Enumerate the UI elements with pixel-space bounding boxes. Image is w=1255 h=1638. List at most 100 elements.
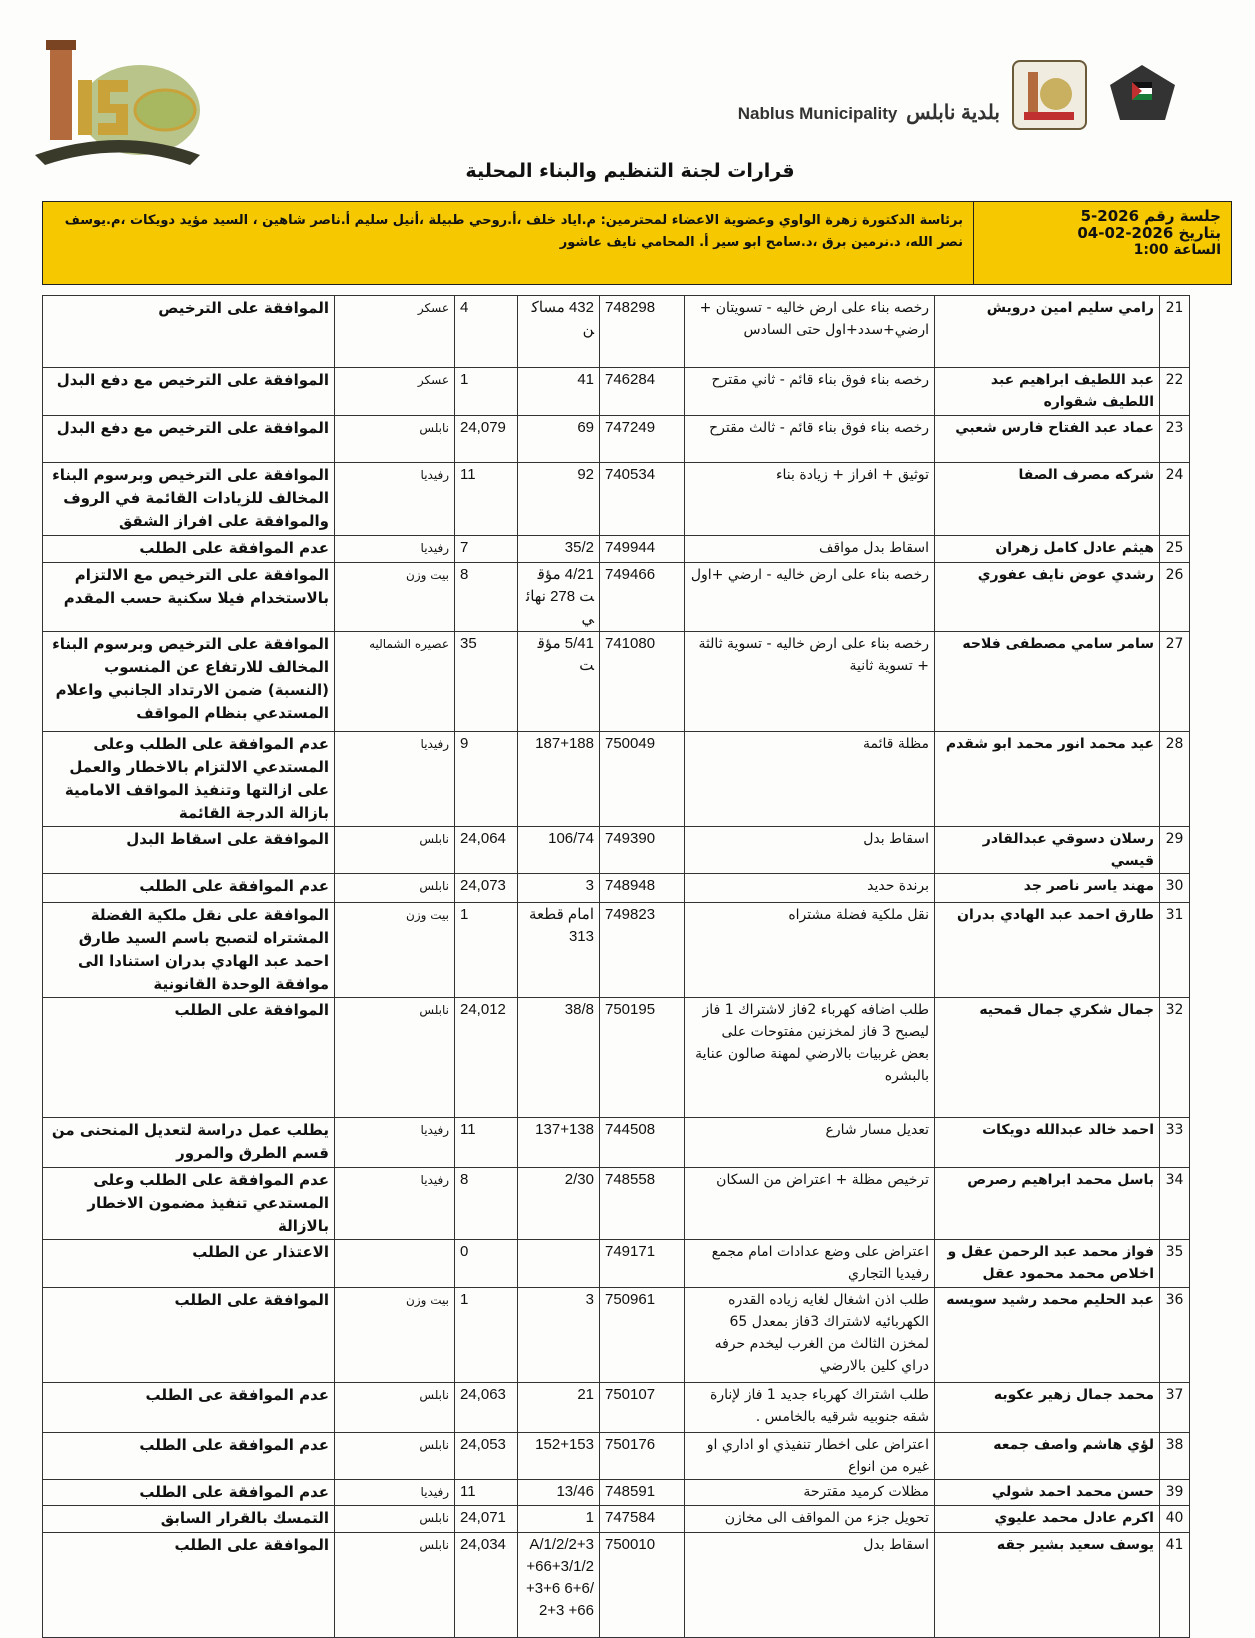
applicant-name: رشدي عوض نايف عفوري bbox=[934, 562, 1160, 632]
row-number: 40 bbox=[1159, 1505, 1190, 1533]
table-row: 25 هيثم عادل كامل زهران اسقاط بدل مواقف 749… bbox=[42, 535, 1190, 563]
committee-members: برئاسة الدكتورة زهرة الواوي وعضوية الاعض… bbox=[64, 213, 963, 250]
area-name: بيت وزن bbox=[334, 1287, 455, 1383]
plot-number: 13/46 bbox=[517, 1479, 600, 1506]
file-number: 748558 bbox=[599, 1167, 685, 1240]
decision: الموافقة على الترخيص مع الالتزام بالاستخ… bbox=[42, 562, 335, 632]
brand-name-ar: بلدية نابلس bbox=[906, 102, 1000, 124]
plot-number: 2/30 bbox=[517, 1167, 600, 1240]
plot-number: 35/2 bbox=[517, 535, 600, 563]
request-description: مظلة قائمة bbox=[684, 731, 935, 827]
request-description: رخصه بناء على ارض خاليه - تسويتان + ارضي… bbox=[684, 295, 935, 368]
table-row: 24 شركه مصرف الصفا توثيق + افراز + زيادة ب… bbox=[42, 462, 1190, 536]
decisions-table: 21 رامي سليم امين درويش رخصه بناء على ارض … bbox=[42, 295, 1190, 1638]
file-number: 750107 bbox=[599, 1382, 685, 1433]
plot-number bbox=[517, 1239, 600, 1288]
area-name: بيت وزن bbox=[334, 562, 455, 632]
area-name: نابلس bbox=[334, 997, 455, 1118]
applicant-name: طارق احمد عبد الهادي بدران bbox=[934, 902, 1160, 998]
decision: الموافقة على الترخيص وبرسوم البناء المخا… bbox=[42, 462, 335, 536]
file-number: 740534 bbox=[599, 462, 685, 536]
decision: التمسك بالقرار السابق bbox=[42, 1505, 335, 1533]
table-row: 23 عماد عبد الفتاح فارس شعبي رخصه بناء فوق… bbox=[42, 415, 1190, 463]
row-number: 25 bbox=[1159, 535, 1190, 563]
brand-name: Nablus Municipality بلدية نابلس bbox=[738, 100, 1000, 125]
file-number: 748591 bbox=[599, 1479, 685, 1506]
decision: الموافقة على الطلب bbox=[42, 1287, 335, 1383]
request-description: ترخيص مظلة + اعتراض من السكان bbox=[684, 1167, 935, 1240]
request-description: طلب اذن اشغال لغايه زياده القدره الكهربا… bbox=[684, 1287, 935, 1383]
area-name: نابلس bbox=[334, 873, 455, 903]
area-name: بيت وزن bbox=[334, 902, 455, 998]
table-row: 35 فواز محمد عبد الرحمن عقل و اخلاص محمد … bbox=[42, 1239, 1190, 1288]
row-number: 26 bbox=[1159, 562, 1190, 632]
request-description: اسقاط بدل bbox=[684, 826, 935, 874]
session-date: بتاريخ 2026-02-04 bbox=[1077, 224, 1221, 242]
table-row: 27 سامر سامي مصطفى فلاحه رخصه بناء على ارض… bbox=[42, 631, 1190, 732]
basin-number: 8 bbox=[454, 1167, 518, 1240]
decision: الموافقة على الترخيص وبرسوم البناء المخا… bbox=[42, 631, 335, 732]
basin-number: 1 bbox=[454, 902, 518, 998]
decision: عدم الموافقة على الطلب وعلى المستدعي الا… bbox=[42, 731, 335, 827]
palestine-emblem bbox=[1105, 60, 1180, 130]
plot-number: 5/41 مؤقت bbox=[517, 631, 600, 732]
applicant-name: عبد اللطيف ابراهيم عبد اللطيف شقواره bbox=[934, 367, 1160, 416]
row-number: 32 bbox=[1159, 997, 1190, 1118]
decision: الموافقة على الترخيص مع دفع البدل bbox=[42, 415, 335, 463]
table-row: 21 رامي سليم امين درويش رخصه بناء على ارض … bbox=[42, 295, 1190, 368]
basin-number: 11 bbox=[454, 1117, 518, 1168]
file-number: 750195 bbox=[599, 997, 685, 1118]
applicant-name: جمال شكري جمال قمحيه bbox=[934, 997, 1160, 1118]
applicant-name: عيد محمد انور محمد ابو شقدم bbox=[934, 731, 1160, 827]
table-row: 34 باسل محمد ابراهيم رصرص ترخيص مظلة + اعت… bbox=[42, 1167, 1190, 1240]
table-row: 41 يوسف سعيد بشير جقه اسقاط بدل 750010 A/1/2… bbox=[42, 1532, 1190, 1638]
file-number: 741080 bbox=[599, 631, 685, 732]
row-number: 29 bbox=[1159, 826, 1190, 874]
basin-number: 24,012 bbox=[454, 997, 518, 1118]
request-description: رخصه بناء فوق بناء قائم - ثالث مقترح bbox=[684, 415, 935, 463]
basin-number: 7 bbox=[454, 535, 518, 563]
file-number: 750049 bbox=[599, 731, 685, 827]
file-number: 744508 bbox=[599, 1117, 685, 1168]
row-number: 41 bbox=[1159, 1532, 1190, 1638]
plot-number: 152+153 bbox=[517, 1432, 600, 1480]
basin-number: 1 bbox=[454, 1287, 518, 1383]
row-number: 21 bbox=[1159, 295, 1190, 368]
decision: الموافقة على الطلب bbox=[42, 1532, 335, 1638]
session-time: الساعة 1:00 bbox=[1133, 242, 1221, 258]
file-number: 749823 bbox=[599, 902, 685, 998]
table-row: 32 جمال شكري جمال قمحيه طلب اضافه كهرباء 2… bbox=[42, 997, 1190, 1118]
table-row: 40 اكرم عادل محمد عليوي تحويل جزء من الموا… bbox=[42, 1505, 1190, 1533]
plot-number: 3 bbox=[517, 1287, 600, 1383]
row-number: 31 bbox=[1159, 902, 1190, 998]
area-name: نابلس bbox=[334, 1382, 455, 1433]
area-name: نابلس bbox=[334, 1432, 455, 1480]
request-description: رخصه بناء على ارض خاليه - ارضي +اول bbox=[684, 562, 935, 632]
row-number: 38 bbox=[1159, 1432, 1190, 1480]
row-number: 23 bbox=[1159, 415, 1190, 463]
basin-number: 8 bbox=[454, 562, 518, 632]
plot-number: A/1/2/2+3+66+3/1/2+3+6 6+6/2+3 +66 bbox=[517, 1532, 600, 1638]
decision: الموافقة على اسقاط البدل bbox=[42, 826, 335, 874]
basin-number: 9 bbox=[454, 731, 518, 827]
plot-number: 432 مساكن bbox=[517, 295, 600, 368]
file-number: 749944 bbox=[599, 535, 685, 563]
request-description: تعديل مسار شارع bbox=[684, 1117, 935, 1168]
basin-number: 24,079 bbox=[454, 415, 518, 463]
request-description: اسقاط بدل مواقف bbox=[684, 535, 935, 563]
row-number: 28 bbox=[1159, 731, 1190, 827]
area-name: نابلس bbox=[334, 1532, 455, 1638]
table-row: 38 لؤي هاشم واصف جمعه اعتراض على اخطار تنف… bbox=[42, 1432, 1190, 1480]
request-description: اعتراض على وضع عدادات امام مجمع رفيديا ا… bbox=[684, 1239, 935, 1288]
session-info-box: جلسة رقم 2026-5 بتاريخ 2026-02-04 الساعة… bbox=[42, 201, 1232, 285]
basin-number: 11 bbox=[454, 1479, 518, 1506]
basin-number: 24,073 bbox=[454, 873, 518, 903]
request-description: اعتراض على اخطار تنفيذي او اداري او غيره… bbox=[684, 1432, 935, 1480]
decision: الموافقة على نقل ملكية الفضلة المشتراه ل… bbox=[42, 902, 335, 998]
row-number: 30 bbox=[1159, 873, 1190, 903]
decision: عدم الموافقة على الطلب bbox=[42, 535, 335, 563]
file-number: 749171 bbox=[599, 1239, 685, 1288]
applicant-name: سامر سامي مصطفى فلاحه bbox=[934, 631, 1160, 732]
applicant-name: اكرم عادل محمد عليوي bbox=[934, 1505, 1160, 1533]
applicant-name: حسن محمد احمد شولي bbox=[934, 1479, 1160, 1506]
